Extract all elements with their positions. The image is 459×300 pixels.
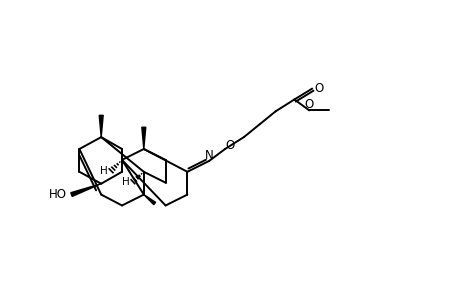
- Polygon shape: [99, 115, 103, 137]
- Text: H: H: [122, 177, 129, 187]
- Text: H: H: [100, 166, 108, 176]
- Text: N: N: [204, 149, 213, 162]
- Polygon shape: [144, 195, 155, 205]
- Text: O: O: [314, 82, 323, 95]
- Polygon shape: [71, 184, 101, 196]
- Text: O: O: [304, 98, 313, 111]
- Polygon shape: [141, 127, 146, 149]
- Text: O: O: [225, 139, 234, 152]
- Text: HO: HO: [48, 188, 67, 201]
